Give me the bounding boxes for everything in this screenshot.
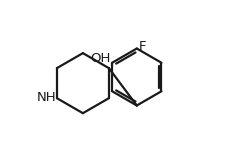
- Text: NH: NH: [37, 91, 56, 104]
- Text: F: F: [138, 41, 146, 53]
- Text: OH: OH: [90, 52, 110, 65]
